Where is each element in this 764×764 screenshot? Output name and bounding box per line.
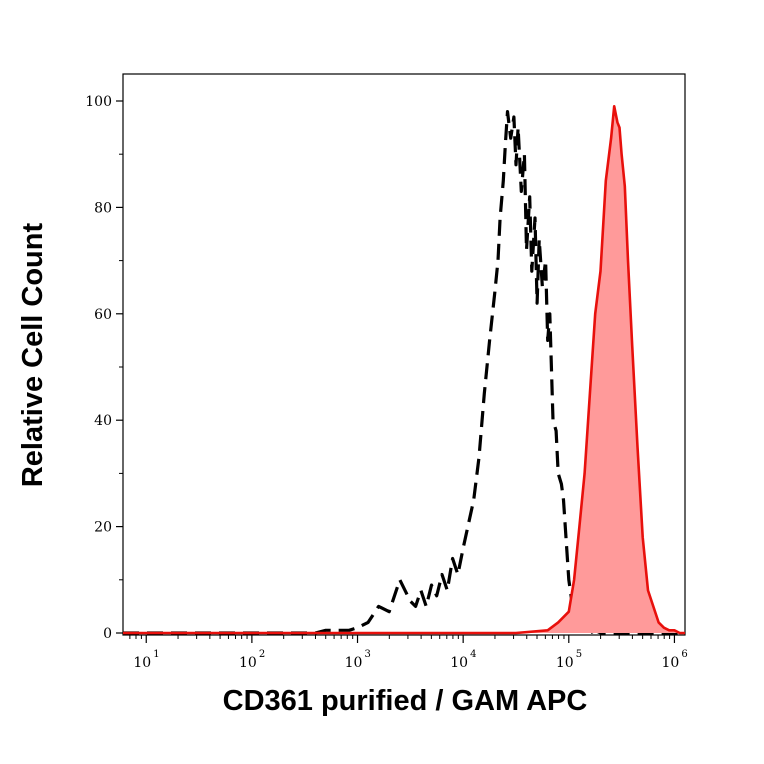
x-tick-exponent: 2 <box>259 649 265 660</box>
x-axis-title: CD361 purified / GAM APC <box>223 685 588 717</box>
y-tick-label: 40 <box>94 413 112 429</box>
series-1-fill <box>123 106 685 634</box>
x-tick-label: 10 <box>133 655 151 671</box>
x-tick-exponent: 4 <box>470 649 476 660</box>
series-1-line <box>123 105 685 635</box>
x-tick-exponent: 3 <box>365 649 371 660</box>
plot-frame <box>122 73 686 636</box>
x-tick-exponent: 5 <box>576 649 582 660</box>
y-tick-label: 100 <box>85 94 112 110</box>
y-tick-label: 60 <box>94 307 112 323</box>
x-tick-label: 10 <box>450 655 468 671</box>
y-axis-title: Relative Cell Count <box>17 223 49 488</box>
y-tick-label: 80 <box>94 200 112 216</box>
x-tick-exponent: 6 <box>681 649 687 660</box>
x-tick-label: 10 <box>556 655 574 671</box>
x-tick-label: 10 <box>239 655 257 671</box>
x-tick-label: 10 <box>662 655 680 671</box>
y-tick-label: 0 <box>103 626 112 642</box>
y-tick-label: 20 <box>94 520 112 536</box>
series-0-line <box>123 110 685 635</box>
x-tick-label: 10 <box>345 655 363 671</box>
x-tick-exponent: 1 <box>153 649 159 660</box>
